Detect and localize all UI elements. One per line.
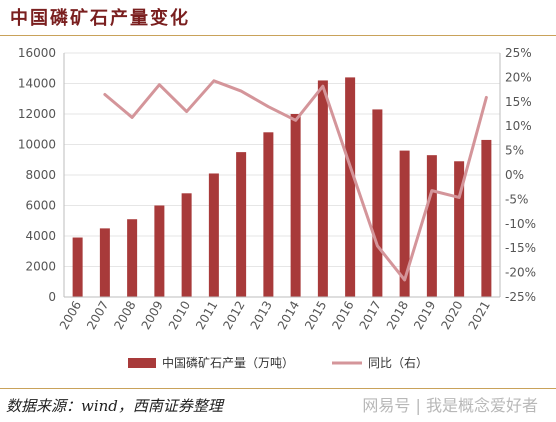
bar — [263, 132, 274, 297]
bar — [345, 77, 356, 298]
legend-label-yoy: 同比（右） — [368, 355, 428, 370]
chart-canvas: 0 2000 4000 6000 8000 10000 12000 14000 16000 -2… — [18, 46, 536, 370]
bar — [72, 237, 83, 297]
left-tick-label: 2000 — [25, 260, 56, 274]
left-tick-label: 16000 — [18, 46, 56, 60]
right-tick-label: -5% — [505, 192, 528, 206]
right-tick-label: 25% — [505, 46, 532, 60]
right-tick-label: -25% — [505, 290, 536, 304]
x-tick-label: 2011 — [193, 299, 220, 332]
x-tick-label: 2021 — [466, 299, 493, 332]
right-tick-label: 15% — [505, 95, 532, 109]
x-tick-label: 2014 — [275, 299, 302, 332]
x-tick-label: 2013 — [248, 299, 275, 332]
source-note: 数据来源：wind，西南证券整理 — [6, 397, 223, 415]
bar — [99, 228, 110, 297]
x-tick-label: 2017 — [357, 299, 384, 332]
left-tick-label: 4000 — [25, 229, 56, 243]
left-tick-label: 0 — [48, 290, 56, 304]
right-tick-label: 20% — [505, 70, 532, 84]
x-tick-label: 2010 — [166, 299, 193, 332]
bar — [290, 114, 301, 297]
bar — [372, 109, 383, 297]
left-tick-label: 14000 — [18, 77, 56, 91]
x-tick-label: 2016 — [329, 299, 356, 332]
bar — [317, 80, 328, 297]
x-tick-label: 2015 — [302, 299, 329, 332]
x-tick-label: 2019 — [411, 299, 438, 332]
bar — [236, 152, 247, 297]
right-tick-label: -15% — [505, 241, 536, 255]
legend-swatch-bar — [128, 358, 156, 368]
bar — [481, 139, 492, 297]
bar — [127, 219, 138, 297]
right-tick-label: 0% — [505, 168, 524, 182]
bar — [181, 193, 192, 297]
top-divider — [0, 35, 556, 36]
right-tick-label: 10% — [505, 119, 532, 133]
left-tick-label: 6000 — [25, 199, 56, 213]
left-tick-label: 10000 — [18, 138, 56, 152]
left-tick-label: 12000 — [18, 107, 56, 121]
legend-label-production: 中国磷矿石产量（万吨） — [162, 355, 294, 370]
bar — [426, 155, 437, 297]
x-tick-label: 2007 — [84, 299, 111, 332]
right-tick-label: -20% — [505, 266, 536, 280]
right-tick-label: -10% — [505, 217, 536, 231]
x-tick-label: 2012 — [220, 299, 247, 332]
bar — [208, 173, 219, 297]
bar — [399, 150, 410, 297]
x-tick-label: 2008 — [111, 299, 138, 332]
x-tick-label: 2006 — [57, 299, 84, 332]
bottom-divider — [0, 388, 556, 389]
right-tick-label: 5% — [505, 144, 524, 158]
x-tick-label: 2018 — [384, 299, 411, 332]
x-tick-label: 2009 — [139, 299, 166, 332]
bar — [454, 161, 465, 297]
left-tick-label: 8000 — [25, 168, 56, 182]
bar — [154, 205, 165, 297]
yoy-line — [103, 79, 488, 282]
watermark: 网易号 | 我是概念爱好者 — [362, 396, 538, 415]
chart-title: 中国磷矿石产量变化 — [10, 8, 190, 29]
x-tick-label: 2020 — [438, 299, 465, 332]
